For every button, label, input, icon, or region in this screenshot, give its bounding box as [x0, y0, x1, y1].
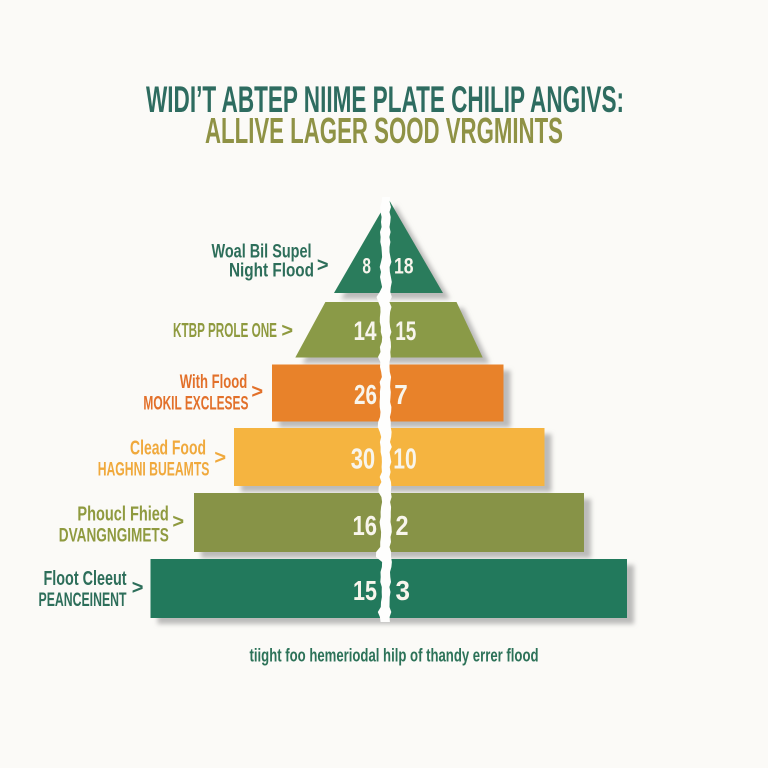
- svg-text:MOKIL EXCLESES: MOKIL EXCLESES: [143, 393, 248, 414]
- svg-text:26: 26: [354, 379, 377, 410]
- svg-text:2: 2: [396, 510, 409, 541]
- svg-text:8: 8: [362, 254, 371, 279]
- svg-text:15: 15: [353, 575, 377, 606]
- svg-text:Night Flood: Night Flood: [229, 260, 314, 281]
- svg-text:14: 14: [354, 316, 377, 346]
- svg-text:18: 18: [394, 254, 414, 279]
- svg-text:Clead Food: Clead Food: [130, 438, 206, 460]
- svg-text:>: >: [281, 320, 293, 342]
- svg-text:15: 15: [395, 316, 416, 346]
- svg-text:>: >: [251, 381, 263, 403]
- svg-text:With Flood: With Flood: [180, 372, 248, 393]
- svg-text:>: >: [317, 255, 329, 277]
- svg-text:DVANGNGIMETS: DVANGNGIMETS: [59, 526, 169, 547]
- svg-text:10: 10: [393, 443, 417, 475]
- svg-text:16: 16: [353, 510, 378, 541]
- svg-text:30: 30: [351, 443, 376, 475]
- svg-text:Woal Bil Supel: Woal Bil Supel: [212, 242, 312, 263]
- svg-text:KTBP PROLE ONE: KTBP PROLE ONE: [173, 320, 277, 342]
- svg-text:ALLIVE LAGER SOOD VRGMINTS: ALLIVE LAGER SOOD VRGMINTS: [205, 110, 563, 151]
- svg-text:Phoucl Fhied: Phoucl Fhied: [77, 504, 168, 526]
- svg-text:WIDI’T ABTEP NIIME PLATE CHILI: WIDI’T ABTEP NIIME PLATE CHILIP ANGIVS:: [146, 79, 624, 120]
- svg-text:HAGHNI BUEAMTS: HAGHNI BUEAMTS: [98, 460, 210, 481]
- svg-text:>: >: [172, 511, 184, 533]
- svg-text:7: 7: [394, 379, 408, 410]
- svg-text:tiight foo hemeriodal hilp of: tiight foo hemeriodal hilp of thandy err…: [250, 646, 539, 666]
- svg-text:>: >: [132, 577, 144, 599]
- svg-text:3: 3: [396, 575, 411, 606]
- svg-text:>: >: [214, 447, 226, 469]
- svg-text:Floot Cleeut: Floot Cleeut: [44, 568, 127, 590]
- svg-text:PEANCEINENT: PEANCEINENT: [39, 590, 127, 611]
